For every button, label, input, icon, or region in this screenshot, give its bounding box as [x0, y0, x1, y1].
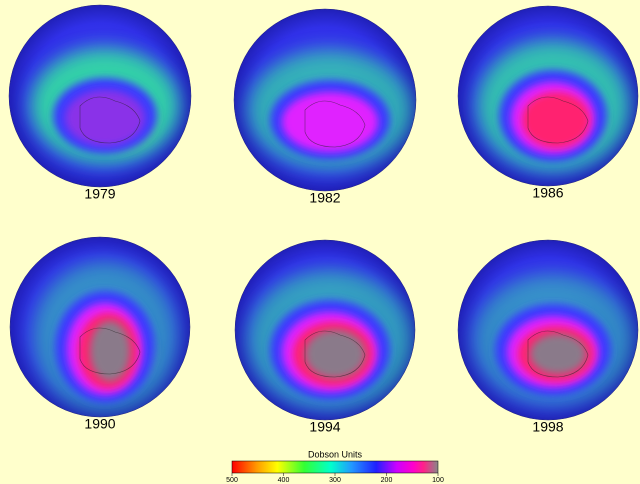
- colorbar-title: Dobson Units: [308, 449, 363, 459]
- colorbar-ticks: 500 400 300 200 100: [226, 473, 444, 484]
- map-grid: 1979 1982 1986 1990 1994 1998: [9, 5, 638, 435]
- ozone-hole: [522, 92, 590, 148]
- ozone-hole-core: [305, 330, 365, 378]
- map-label: 1998: [532, 419, 563, 435]
- map-label: 1990: [84, 416, 115, 432]
- ozone-hole-core: [530, 334, 586, 374]
- ozone-figure: 1979 1982 1986 1990 1994 1998 Dobson Units 50…: [0, 0, 640, 484]
- map-label: 1979: [84, 186, 115, 202]
- colorbar-tick-label: 100: [432, 477, 444, 484]
- map-label: 1986: [532, 185, 563, 201]
- colorbar: [232, 461, 438, 473]
- map-label: 1994: [309, 419, 340, 435]
- globe: [10, 237, 190, 417]
- globe: [235, 240, 415, 420]
- globe: [458, 6, 638, 186]
- globe: [234, 9, 416, 191]
- colorbar-tick-label: 300: [329, 477, 341, 484]
- ozone-hole: [65, 90, 145, 146]
- map-label: 1982: [309, 190, 340, 206]
- colorbar-tick-label: 400: [278, 477, 290, 484]
- colorbar-tick-label: 200: [381, 477, 393, 484]
- globe: [458, 240, 638, 420]
- colorbar-tick-label: 500: [226, 477, 238, 484]
- globe: [9, 5, 191, 187]
